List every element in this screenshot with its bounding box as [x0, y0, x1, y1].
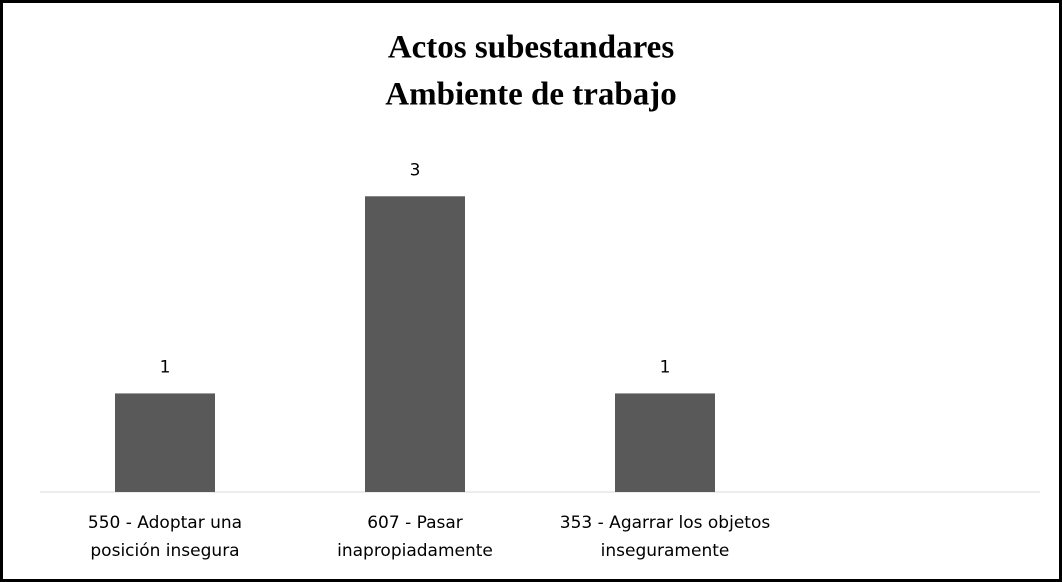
x-tick-label: 607 - Pasar	[367, 513, 463, 533]
x-tick-label: 550 - Adoptar una	[88, 513, 242, 533]
x-tick-label: inseguramente	[601, 541, 730, 561]
data-label: 3	[410, 160, 421, 180]
data-label: 1	[160, 357, 171, 377]
data-label: 1	[660, 357, 671, 377]
chart-title: Ambiente de trabajo	[385, 77, 676, 113]
x-tick-label: 353 - Agarrar los objetos	[560, 513, 771, 533]
bar	[115, 393, 215, 492]
bar	[365, 196, 465, 493]
chart-title: Actos subestandares	[388, 30, 674, 66]
bar	[615, 393, 715, 492]
x-tick-label: posición insegura	[90, 541, 239, 561]
x-tick-label: inapropiadamente	[337, 541, 493, 561]
